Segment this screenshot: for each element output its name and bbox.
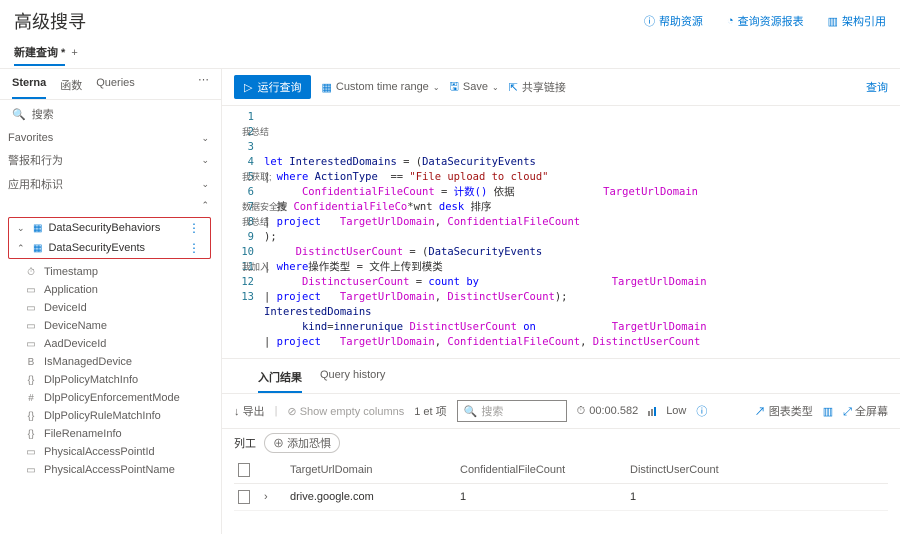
share-link-button[interactable]: ⇱共享链接 <box>509 79 566 95</box>
section-apps[interactable]: 应用和标识⌄ <box>0 172 221 196</box>
left-tabs-more-icon[interactable]: ⋯ <box>198 73 209 99</box>
results-tab-inline[interactable]: 入门结果 <box>258 365 302 393</box>
tab-new-query[interactable]: 新建查询 * <box>14 40 65 66</box>
table-header: TargetUrlDomain ConfidentialFileCount Di… <box>234 457 888 484</box>
cell-domain: drive.google.com <box>286 485 456 509</box>
schema-column[interactable]: {}FileRenameInfo <box>0 425 221 443</box>
resources-link[interactable]: ◔查询资源报表 <box>727 13 804 29</box>
page-title: 高级搜寻 <box>14 8 644 34</box>
schema-ref-link[interactable]: ▥架构引用 <box>828 13 886 29</box>
highlighted-tables: ⌄ ▦ DataSecurityBehaviors ⋮ ⌃ ▦ DataSecu… <box>8 217 211 259</box>
left-search[interactable]: 🔍 搜索 <box>0 100 221 128</box>
chevron-down-icon: ⌄ <box>17 223 27 234</box>
schema-column[interactable]: ▭PhysicalAccessPointName <box>0 461 221 479</box>
type-icon: ▭ <box>24 465 38 476</box>
time-range-dropdown[interactable]: ▦Custom time range ⌄ <box>321 81 439 94</box>
row-checkbox[interactable] <box>238 490 250 504</box>
book-icon: ▥ <box>828 15 838 28</box>
col-header[interactable]: TargetUrlDomain <box>286 458 456 482</box>
results-search-input[interactable]: 🔍搜索 <box>457 400 567 422</box>
query-editor[interactable]: 12345678910111213 我总结我获取;数据安全性我总结我加入 let… <box>222 106 900 359</box>
schema-column[interactable]: ▭PhysicalAccessPointId <box>0 443 221 461</box>
type-icon: ▭ <box>24 303 38 314</box>
table-row[interactable]: › drive.google.com 1 1 <box>234 484 888 511</box>
schema-column[interactable]: {}DlpPolicyMatchInfo <box>0 371 221 389</box>
table-icon: ▦ <box>33 223 42 234</box>
type-icon: ⏱ <box>24 267 38 278</box>
export-button[interactable]: ↓ 导出 <box>234 403 265 419</box>
chevron-up-icon: ⌃ <box>201 200 209 211</box>
run-query-button[interactable]: ▷运行查询 <box>234 75 311 99</box>
add-filter-chip[interactable]: ⊕ 添加恐惧 <box>264 433 340 453</box>
perf-bars-icon <box>648 407 656 416</box>
chevron-up-icon: ⌃ <box>17 243 27 254</box>
left-tab-functions[interactable]: 函数 <box>60 73 82 99</box>
save-dropdown[interactable]: 🖫Save ⌄ <box>450 78 499 97</box>
type-icon: B <box>24 357 38 368</box>
search-icon: 🔍 <box>464 405 478 418</box>
share-icon: ⇱ <box>509 81 518 94</box>
clock-icon: ⏱ <box>577 405 586 418</box>
type-icon: ▭ <box>24 447 38 458</box>
schema-column[interactable]: ▭Application <box>0 281 221 299</box>
cell-confidential: 1 <box>456 485 626 509</box>
select-all-checkbox[interactable] <box>238 463 250 477</box>
type-icon: ▭ <box>24 339 38 350</box>
show-empty-toggle[interactable]: ⊘ Show empty columns <box>287 405 404 418</box>
left-panel: Sterna 函数 Queries ⋯ 🔍 搜索 Favorites⌄ 警报和行… <box>0 69 222 534</box>
type-icon: {} <box>24 375 38 386</box>
section-alerts[interactable]: 警报和行为⌄ <box>0 148 221 172</box>
result-count: 1 et 项 <box>414 403 446 419</box>
schema-column[interactable]: #DlpPolicyEnforcementMode <box>0 389 221 407</box>
fullscreen-button[interactable]: ⤢ 全屏幕 <box>843 403 888 419</box>
chevron-down-icon: ⌄ <box>433 83 440 92</box>
schema-column[interactable]: ⏱Timestamp <box>0 263 221 281</box>
chevron-down-icon: ⌄ <box>492 83 499 92</box>
type-icon: {} <box>24 429 38 440</box>
schema-column[interactable]: ▭DeviceId <box>0 299 221 317</box>
search-icon: 🔍 <box>12 108 26 121</box>
schema-column[interactable]: BIsManagedDevice <box>0 353 221 371</box>
more-icon[interactable]: ⋮ <box>188 221 200 235</box>
chevron-down-icon: ⌄ <box>201 155 209 166</box>
col-header[interactable]: ConfidentialFileCount <box>456 458 626 482</box>
query-timer: ⏱00:00.582 <box>577 405 639 418</box>
save-icon: 🖫 <box>450 78 459 97</box>
type-icon: ▭ <box>24 285 38 296</box>
tree-item-behaviors[interactable]: ⌄ ▦ DataSecurityBehaviors ⋮ <box>9 218 210 238</box>
type-icon: ▭ <box>24 321 38 332</box>
schema-column[interactable]: ▭DeviceName <box>0 317 221 335</box>
play-icon: ▷ <box>244 81 252 94</box>
add-tab-button[interactable]: + <box>71 47 77 59</box>
type-icon: {} <box>24 411 38 422</box>
tree-item-events[interactable]: ⌃ ▦ DataSecurityEvents ⋮ <box>9 238 210 258</box>
toolbar-right-link[interactable]: 查询 <box>866 79 888 95</box>
section-blank[interactable]: ⌃ <box>0 196 221 215</box>
expand-row-icon[interactable]: › <box>260 485 286 509</box>
col-header[interactable]: DistinctUserCount <box>626 458 796 482</box>
columns-label: 列工 <box>234 435 256 451</box>
chevron-down-icon: ⌄ <box>201 179 209 190</box>
perf-low: Low <box>666 405 686 417</box>
info-icon[interactable]: ⓘ <box>696 403 707 419</box>
table-icon: ▦ <box>33 243 42 254</box>
results-tab-history[interactable]: Query history <box>320 365 385 393</box>
type-icon: # <box>24 393 38 404</box>
schema-column[interactable]: {}DlpPolicyRuleMatchInfo <box>0 407 221 425</box>
help-link[interactable]: ⓘ帮助资源 <box>644 13 703 29</box>
columns-button[interactable]: ▥ <box>823 405 833 418</box>
chart-type-button[interactable]: ↗ 图表类型 <box>755 403 813 419</box>
help-icon: ⓘ <box>644 13 655 29</box>
section-favorites[interactable]: Favorites⌄ <box>0 128 221 148</box>
cell-distinct: 1 <box>626 485 796 509</box>
left-tab-queries[interactable]: Queries <box>96 73 135 99</box>
calendar-icon: ▦ <box>321 81 331 94</box>
more-icon[interactable]: ⋮ <box>188 241 200 255</box>
gauge-icon: ◔ <box>727 15 734 27</box>
left-tab-sterna[interactable]: Sterna <box>12 73 46 99</box>
chevron-down-icon: ⌄ <box>201 133 209 144</box>
schema-column[interactable]: ▭AadDeviceId <box>0 335 221 353</box>
